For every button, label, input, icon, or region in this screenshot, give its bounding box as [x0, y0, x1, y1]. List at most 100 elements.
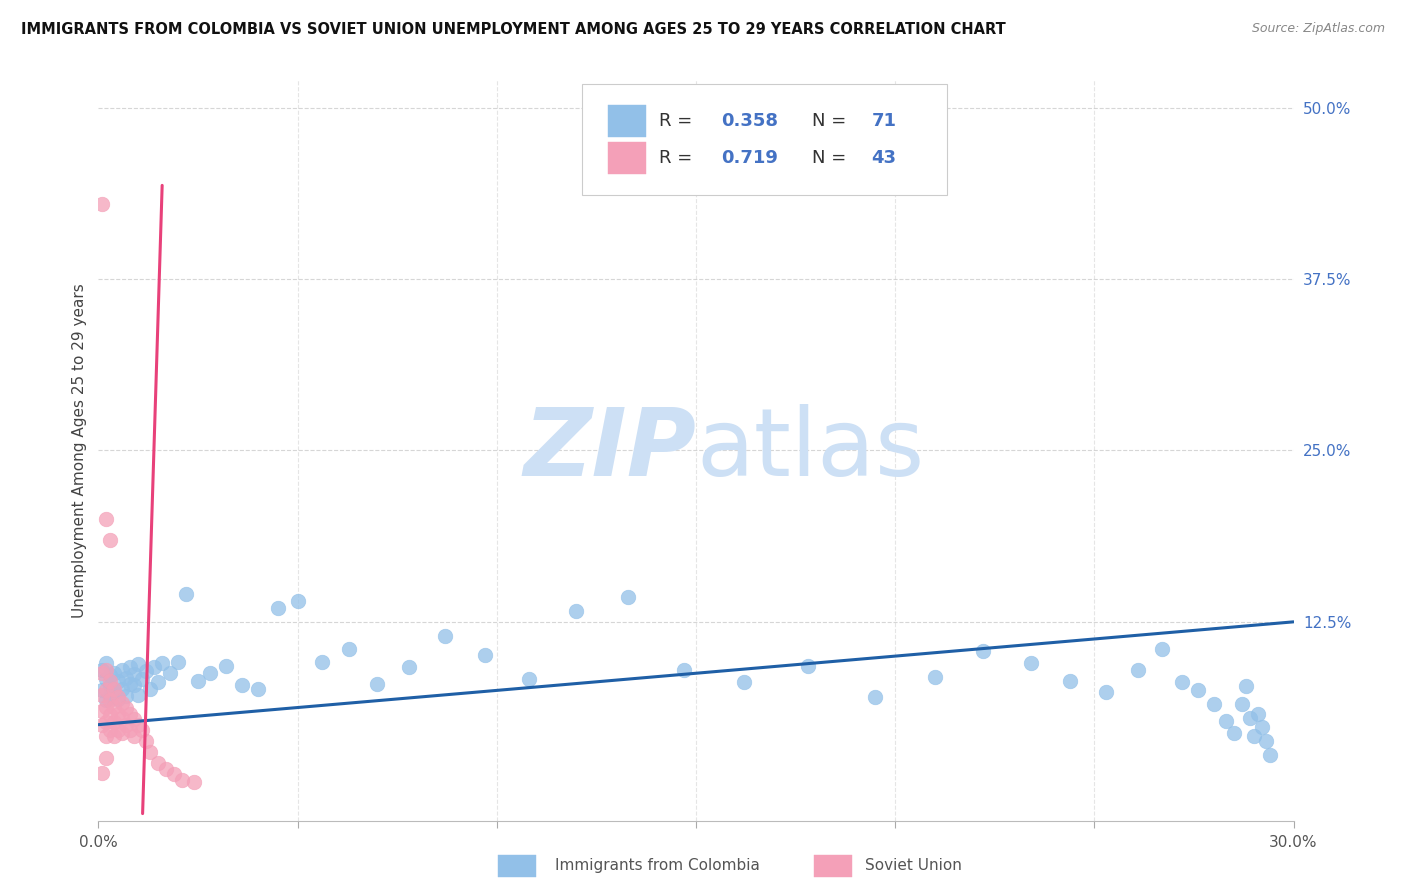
- Point: [972, 643, 994, 657]
- Point: [103, 699, 125, 714]
- Point: [124, 729, 146, 743]
- Point: [187, 673, 209, 688]
- Point: [120, 676, 142, 690]
- Point: [311, 655, 333, 669]
- Point: [246, 681, 269, 696]
- Point: [103, 685, 125, 699]
- Point: [107, 691, 129, 706]
- Point: [96, 663, 118, 677]
- Point: [159, 665, 181, 680]
- Point: [115, 671, 138, 685]
- Point: [91, 665, 114, 680]
- Point: [120, 706, 142, 721]
- Text: Source: ZipAtlas.com: Source: ZipAtlas.com: [1251, 22, 1385, 36]
- Point: [98, 689, 122, 703]
- Point: [127, 688, 149, 702]
- Point: [796, 658, 818, 673]
- Point: [1258, 747, 1281, 762]
- Point: [107, 673, 129, 688]
- Point: [91, 663, 114, 677]
- Point: [96, 512, 118, 526]
- Point: [96, 714, 118, 729]
- FancyBboxPatch shape: [607, 105, 645, 136]
- Text: 0.719: 0.719: [721, 149, 778, 167]
- Point: [103, 665, 125, 680]
- Point: [98, 723, 122, 738]
- Point: [1239, 711, 1261, 725]
- Point: [517, 673, 540, 687]
- Point: [91, 683, 114, 698]
- Point: [1059, 673, 1081, 688]
- Point: [124, 667, 146, 681]
- Point: [287, 594, 309, 608]
- Point: [183, 775, 205, 789]
- Point: [96, 656, 118, 670]
- Point: [98, 679, 122, 693]
- Point: [131, 673, 153, 687]
- Point: [1243, 729, 1265, 743]
- Point: [1230, 697, 1253, 711]
- Point: [1215, 714, 1237, 728]
- Point: [96, 683, 118, 698]
- Point: [98, 693, 122, 707]
- Point: [91, 717, 114, 731]
- Text: IMMIGRANTS FROM COLOMBIA VS SOVIET UNION UNEMPLOYMENT AMONG AGES 25 TO 29 YEARS : IMMIGRANTS FROM COLOMBIA VS SOVIET UNION…: [21, 22, 1005, 37]
- Point: [1171, 675, 1194, 690]
- Point: [198, 665, 221, 680]
- Text: atlas: atlas: [696, 404, 924, 497]
- Point: [1019, 656, 1042, 670]
- Point: [111, 681, 134, 696]
- Point: [98, 668, 122, 682]
- Point: [115, 701, 138, 715]
- Point: [111, 726, 134, 740]
- Point: [120, 723, 142, 738]
- Point: [111, 663, 134, 677]
- Point: [135, 734, 157, 748]
- Text: Soviet Union: Soviet Union: [865, 858, 962, 872]
- Point: [1152, 642, 1174, 657]
- FancyBboxPatch shape: [607, 143, 645, 174]
- Point: [98, 533, 122, 547]
- Point: [91, 196, 114, 211]
- Point: [107, 706, 129, 721]
- Point: [103, 714, 125, 729]
- Point: [434, 628, 457, 642]
- Point: [1187, 683, 1209, 698]
- Point: [115, 689, 138, 703]
- Point: [267, 601, 290, 615]
- Point: [231, 678, 253, 692]
- Point: [91, 688, 114, 702]
- Point: [865, 690, 887, 705]
- Point: [172, 772, 194, 787]
- Point: [107, 723, 129, 738]
- Point: [96, 693, 118, 707]
- FancyBboxPatch shape: [582, 84, 948, 195]
- Point: [96, 729, 118, 743]
- Point: [215, 658, 238, 673]
- Point: [98, 673, 122, 688]
- Point: [673, 663, 696, 677]
- Point: [91, 704, 114, 718]
- Text: R =: R =: [659, 112, 692, 130]
- Point: [127, 717, 149, 731]
- Point: [339, 642, 361, 657]
- Point: [617, 590, 640, 604]
- Text: Immigrants from Colombia: Immigrants from Colombia: [555, 858, 761, 872]
- Point: [111, 696, 134, 710]
- Point: [148, 675, 170, 690]
- Point: [924, 670, 946, 684]
- Point: [143, 660, 166, 674]
- Point: [131, 723, 153, 738]
- Point: [107, 690, 129, 705]
- Point: [1234, 679, 1257, 693]
- Point: [155, 762, 177, 776]
- Point: [124, 712, 146, 726]
- Point: [148, 756, 170, 770]
- Text: 0.358: 0.358: [721, 112, 778, 130]
- Point: [150, 656, 173, 670]
- Point: [1254, 734, 1277, 748]
- Text: N =: N =: [811, 112, 846, 130]
- Point: [1250, 720, 1272, 734]
- Point: [1128, 663, 1150, 677]
- Text: 43: 43: [872, 149, 897, 167]
